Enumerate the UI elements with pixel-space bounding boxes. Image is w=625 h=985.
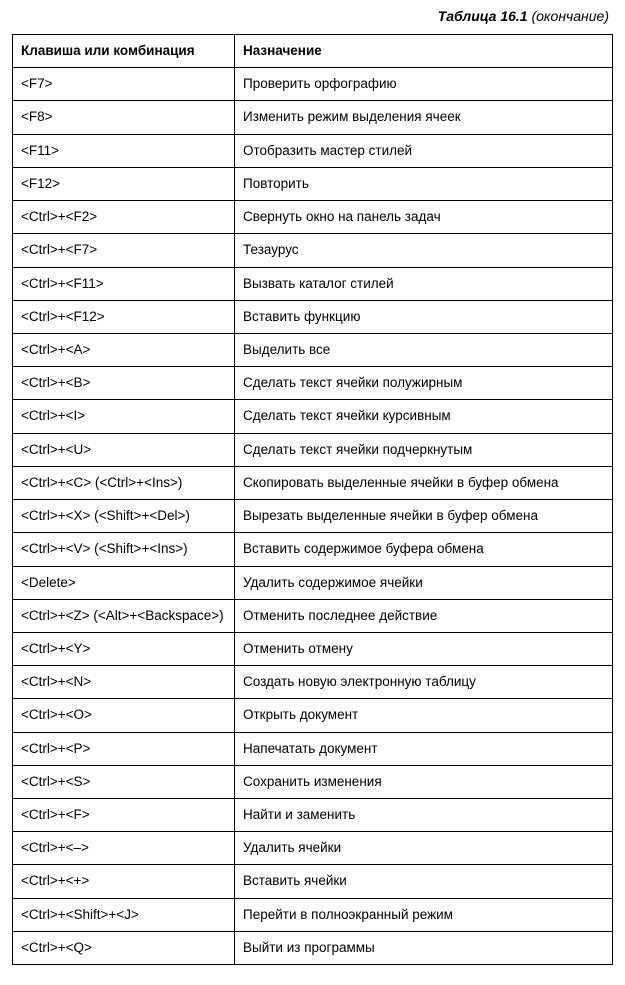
table-row: <Delete>Удалить содержимое ячейки <box>13 566 613 599</box>
cell-desc: Выйти из программы <box>235 931 613 964</box>
col-header-desc: Назначение <box>235 35 613 68</box>
table-caption: Таблица 16.1 (окончание) <box>12 8 613 24</box>
cell-key: <Ctrl>+<N> <box>13 666 235 699</box>
table-row: <Ctrl>+<Z> (<Alt>+<Backspace>)Отменить п… <box>13 599 613 632</box>
cell-desc: Удалить ячейки <box>235 832 613 865</box>
cell-key: <Ctrl>+<Q> <box>13 931 235 964</box>
cell-key: <Ctrl>+<B> <box>13 367 235 400</box>
cell-key: <Ctrl>+<Shift>+<J> <box>13 898 235 931</box>
table-row: <F11>Отобразить мастер стилей <box>13 134 613 167</box>
cell-key: <Ctrl>+<S> <box>13 765 235 798</box>
table-row: <Ctrl>+<F2>Свернуть окно на панель задач <box>13 201 613 234</box>
shortcuts-table: Клавиша или комбинация Назначение <F7>Пр… <box>12 34 613 965</box>
cell-key: <Ctrl>+<F7> <box>13 234 235 267</box>
cell-key: <Ctrl>+<Z> (<Alt>+<Backspace>) <box>13 599 235 632</box>
table-header-row: Клавиша или комбинация Назначение <box>13 35 613 68</box>
table-row: <Ctrl>+<F12>Вставить функцию <box>13 300 613 333</box>
cell-desc: Сделать текст ячейки подчеркнутым <box>235 433 613 466</box>
table-row: <Ctrl>+<A>Выделить все <box>13 333 613 366</box>
table-row: <Ctrl>+<F11>Вызвать каталог стилей <box>13 267 613 300</box>
cell-desc: Открыть документ <box>235 699 613 732</box>
table-row: <Ctrl>+<C> (<Ctrl>+<Ins>)Скопировать выд… <box>13 466 613 499</box>
table-row: <Ctrl>+<Shift>+<J>Перейти в полноэкранны… <box>13 898 613 931</box>
cell-desc: Вызвать каталог стилей <box>235 267 613 300</box>
cell-desc: Удалить содержимое ячейки <box>235 566 613 599</box>
cell-desc: Вырезать выделенные ячейки в буфер обмен… <box>235 500 613 533</box>
cell-key: <Ctrl>+<A> <box>13 333 235 366</box>
table-row: <Ctrl>+<S>Сохранить изменения <box>13 765 613 798</box>
cell-desc: Отменить отмену <box>235 632 613 665</box>
cell-key: <Ctrl>+<U> <box>13 433 235 466</box>
table-row: <Ctrl>+<P>Напечатать документ <box>13 732 613 765</box>
cell-key: <Ctrl>+<P> <box>13 732 235 765</box>
table-row: <Ctrl>+<O>Открыть документ <box>13 699 613 732</box>
cell-key: <F11> <box>13 134 235 167</box>
table-row: <Ctrl>+<F7>Тезаурус <box>13 234 613 267</box>
table-row: <F7>Проверить орфографию <box>13 68 613 101</box>
table-row: <Ctrl>+<N>Создать новую электронную табл… <box>13 666 613 699</box>
cell-desc: Сделать текст ячейки полужирным <box>235 367 613 400</box>
cell-desc: Вставить ячейки <box>235 865 613 898</box>
table-row: <Ctrl>+<+>Вставить ячейки <box>13 865 613 898</box>
cell-key: <Ctrl>+<F2> <box>13 201 235 234</box>
cell-desc: Свернуть окно на панель задач <box>235 201 613 234</box>
cell-desc: Перейти в полноэкранный режим <box>235 898 613 931</box>
cell-desc: Сделать текст ячейки курсивным <box>235 400 613 433</box>
table-row: <F12>Повторить <box>13 167 613 200</box>
table-row: <Ctrl>+<X> (<Shift>+<Del>)Вырезать выдел… <box>13 500 613 533</box>
cell-key: <F7> <box>13 68 235 101</box>
cell-desc: Создать новую электронную таблицу <box>235 666 613 699</box>
cell-desc: Скопировать выделенные ячейки в буфер об… <box>235 466 613 499</box>
cell-key: <Ctrl>+<C> (<Ctrl>+<Ins>) <box>13 466 235 499</box>
table-row: <Ctrl>+<B>Сделать текст ячейки полужирны… <box>13 367 613 400</box>
cell-key: <Ctrl>+<F12> <box>13 300 235 333</box>
table-row: <Ctrl>+<F>Найти и заменить <box>13 799 613 832</box>
cell-key: <Ctrl>+<I> <box>13 400 235 433</box>
caption-title: Таблица 16.1 <box>438 8 528 24</box>
cell-key: <Ctrl>+<F> <box>13 799 235 832</box>
cell-key: <Ctrl>+<+> <box>13 865 235 898</box>
table-row: <Ctrl>+<U>Сделать текст ячейки подчеркну… <box>13 433 613 466</box>
cell-key: <Ctrl>+<V> (<Shift>+<Ins>) <box>13 533 235 566</box>
table-row: <Ctrl>+<Q>Выйти из программы <box>13 931 613 964</box>
cell-key: <F8> <box>13 101 235 134</box>
cell-desc: Тезаурус <box>235 234 613 267</box>
cell-desc: Повторить <box>235 167 613 200</box>
cell-desc: Напечатать документ <box>235 732 613 765</box>
cell-desc: Вставить содержимое буфера обмена <box>235 533 613 566</box>
cell-key: <Delete> <box>13 566 235 599</box>
cell-key: <Ctrl>+<Y> <box>13 632 235 665</box>
cell-desc: Проверить орфографию <box>235 68 613 101</box>
cell-desc: Отменить последнее действие <box>235 599 613 632</box>
cell-desc: Отобразить мастер стилей <box>235 134 613 167</box>
cell-desc: Изменить режим выделения ячеек <box>235 101 613 134</box>
table-row: <Ctrl>+<–>Удалить ячейки <box>13 832 613 865</box>
table-row: <Ctrl>+<Y>Отменить отмену <box>13 632 613 665</box>
cell-desc: Выделить все <box>235 333 613 366</box>
cell-key: <Ctrl>+<X> (<Shift>+<Del>) <box>13 500 235 533</box>
cell-desc: Найти и заменить <box>235 799 613 832</box>
col-header-key: Клавиша или комбинация <box>13 35 235 68</box>
cell-key: <Ctrl>+<O> <box>13 699 235 732</box>
table-row: <F8>Изменить режим выделения ячеек <box>13 101 613 134</box>
cell-key: <F12> <box>13 167 235 200</box>
cell-desc: Вставить функцию <box>235 300 613 333</box>
caption-suffix: (окончание) <box>528 8 609 24</box>
table-row: <Ctrl>+<I>Сделать текст ячейки курсивным <box>13 400 613 433</box>
table-row: <Ctrl>+<V> (<Shift>+<Ins>)Вставить содер… <box>13 533 613 566</box>
cell-desc: Сохранить изменения <box>235 765 613 798</box>
cell-key: <Ctrl>+<–> <box>13 832 235 865</box>
cell-key: <Ctrl>+<F11> <box>13 267 235 300</box>
